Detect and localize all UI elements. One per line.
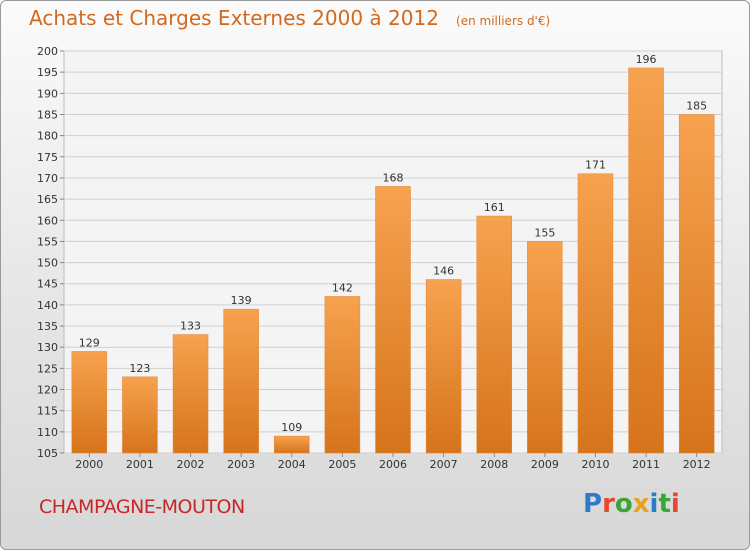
bar-2004: [274, 435, 310, 454]
bar-2002: [172, 334, 209, 454]
bar-value-label: 161: [484, 201, 505, 214]
x-tick-label: 2012: [683, 458, 711, 471]
y-tick-label: 185: [37, 108, 58, 121]
logo-letter: o: [614, 489, 633, 519]
x-tick-label: 2002: [177, 458, 205, 471]
logo-letter: P: [583, 489, 603, 519]
y-tick-label: 115: [37, 405, 58, 418]
bar-value-label: 168: [383, 171, 404, 184]
logo-letter: t: [658, 489, 671, 519]
bar-value-label: 123: [129, 362, 150, 375]
y-tick-label: 125: [37, 362, 58, 375]
bar-2003: [223, 308, 259, 454]
chart-subtitle: (en milliers d'€): [456, 14, 551, 28]
bar-2012: [678, 114, 715, 454]
proxiti-logo: Proxiti: [583, 489, 680, 519]
bar-value-label: 139: [231, 294, 252, 307]
y-tick-label: 140: [37, 299, 58, 312]
bar-2007: [425, 279, 462, 454]
bar-value-label: 171: [585, 159, 606, 172]
chart-title: Achats et Charges Externes 2000 à 2012: [29, 6, 439, 30]
logo-letter: i: [649, 489, 659, 519]
y-tick-label: 170: [37, 172, 58, 185]
bar-value-label: 146: [433, 265, 454, 278]
y-tick-label: 155: [37, 235, 58, 248]
y-tick-label: 190: [37, 87, 58, 100]
y-tick-label: 110: [37, 426, 58, 439]
bar-value-label: 133: [180, 320, 201, 333]
bar-value-label: 109: [281, 421, 302, 434]
x-tick-label: 2004: [278, 458, 306, 471]
bar-2000: [71, 351, 108, 454]
y-tick-label: 120: [37, 384, 58, 397]
bar-2008: [476, 215, 512, 454]
y-tick-label: 175: [37, 151, 58, 164]
x-tick-label: 2005: [328, 458, 356, 471]
bar-value-label: 185: [686, 99, 707, 112]
y-tick-label: 105: [37, 447, 58, 460]
bar-2005: [324, 296, 361, 454]
bar-2010: [577, 173, 614, 454]
y-tick-label: 135: [37, 320, 58, 333]
y-tick-label: 145: [37, 278, 58, 291]
place-name: CHAMPAGNE-MOUTON: [39, 496, 245, 518]
y-tick-label: 200: [37, 45, 58, 58]
x-tick-label: 2001: [126, 458, 154, 471]
x-tick-label: 2011: [632, 458, 660, 471]
bar-2011: [628, 67, 664, 454]
y-tick-label: 165: [37, 193, 58, 206]
x-tick-label: 2009: [531, 458, 559, 471]
y-tick-label: 150: [37, 257, 58, 270]
bar-value-label: 142: [332, 281, 353, 294]
x-tick-label: 2008: [480, 458, 508, 471]
bar-value-label: 196: [636, 53, 657, 66]
title-row: Achats et Charges Externes 2000 à 2012 (…: [29, 6, 550, 30]
x-axis: 2000 2001 2002 2003 2004 2005 2006 2007 2008 2009…: [75, 453, 711, 471]
bar-value-label: 155: [534, 226, 555, 239]
y-tick-label: 160: [37, 214, 58, 227]
y-tick-label: 195: [37, 66, 58, 79]
x-tick-label: 2010: [581, 458, 609, 471]
bar-2001: [122, 376, 158, 454]
bar-2009: [527, 241, 563, 454]
logo-letter: x: [632, 489, 650, 519]
bars: 129 123 133 139 109 142 168 146 161 155 171 196 185: [71, 53, 715, 454]
x-tick-label: 2003: [227, 458, 255, 471]
x-tick-label: 2006: [379, 458, 407, 471]
logo-letter: i: [670, 489, 680, 519]
x-tick-label: 2007: [430, 458, 458, 471]
y-tick-label: 130: [37, 341, 58, 354]
logo-letter: r: [602, 489, 615, 519]
y-axis: 105 110 115 120 125 130 135 140 145 150 155 160 165 1…: [37, 45, 64, 460]
y-tick-label: 180: [37, 130, 58, 143]
bar-2006: [375, 186, 411, 454]
x-tick-label: 2000: [75, 458, 103, 471]
bar-value-label: 129: [79, 336, 100, 349]
